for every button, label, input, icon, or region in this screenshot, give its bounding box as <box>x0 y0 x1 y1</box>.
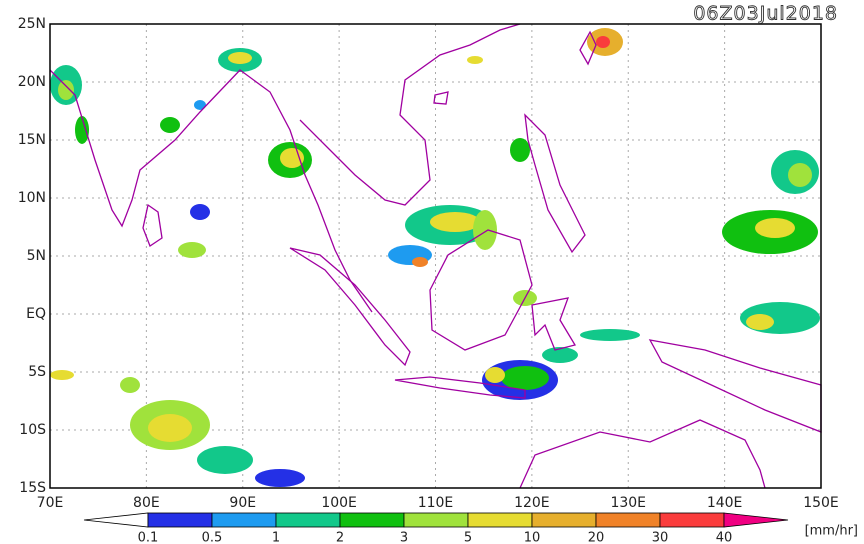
coast-taiwan <box>579 30 597 66</box>
lat-label: 15N <box>18 132 46 148</box>
colorbar-segment <box>211 512 277 528</box>
lat-label: 15S <box>19 480 46 496</box>
colorbar-segment <box>403 512 469 528</box>
colorbar-label: 3 <box>400 531 408 544</box>
colorbar-unit: [mm/hr] <box>805 524 858 539</box>
colorbar-segment <box>147 512 213 528</box>
lon-label: 70E <box>37 495 64 511</box>
colorbar-label: 40 <box>716 531 733 544</box>
coast-hainan <box>433 91 449 105</box>
coastlines <box>49 23 822 489</box>
coast-india-myanmar <box>49 69 373 313</box>
lon-label: 80E <box>133 495 160 511</box>
lat-label: 5S <box>28 364 46 380</box>
coast-sri-lanka <box>142 203 163 247</box>
lat-label: 25N <box>18 16 46 32</box>
coast-java <box>394 376 526 399</box>
lon-label: 150E <box>803 495 839 511</box>
colorbar-label: 30 <box>652 531 669 544</box>
lon-label: 140E <box>707 495 743 511</box>
colorbar-segment <box>339 512 405 528</box>
rain-indian-ocean-south <box>50 370 305 487</box>
lon-label: 130E <box>610 495 646 511</box>
rain-java-sea <box>482 290 640 400</box>
coast-sumatra <box>289 247 411 367</box>
coast-philippines <box>524 113 586 254</box>
lon-label: 90E <box>229 495 256 511</box>
rain-india-west <box>50 65 89 144</box>
coast-indochina <box>299 23 521 206</box>
coast-borneo <box>429 229 533 351</box>
colorbar-segment <box>595 512 661 528</box>
rain-pacific <box>722 150 820 334</box>
timestamp: 06Z03Jul2018 <box>693 3 838 25</box>
colorbar-label: 10 <box>524 531 541 544</box>
colorbar-label: 0.1 <box>138 531 159 544</box>
lat-label: 10S <box>19 422 46 438</box>
colorbar-segment <box>275 512 341 528</box>
colorbar-high-triangle <box>723 512 789 528</box>
colorbar-segment <box>659 512 725 528</box>
lat-label: EQ <box>26 306 46 322</box>
lat-label: 5N <box>27 248 46 264</box>
rain-taiwan-sea <box>467 28 623 64</box>
colorbar-label: 2 <box>336 531 344 544</box>
coast-sulawesi <box>531 297 577 351</box>
rain-himalaya <box>160 48 262 133</box>
map-frame <box>49 23 822 489</box>
lon-label: 120E <box>514 495 550 511</box>
rain-south-china-sea <box>388 138 530 267</box>
lon-label: 100E <box>321 495 357 511</box>
grid <box>50 24 821 488</box>
lat-label: 10N <box>18 190 46 206</box>
colorbar-label: 5 <box>464 531 472 544</box>
colorbar-label: 20 <box>588 531 605 544</box>
colorbar-segment <box>467 512 533 528</box>
coast-australia <box>519 419 766 489</box>
lon-label: 110E <box>418 495 454 511</box>
lat-label: 20N <box>18 74 46 90</box>
rain-areas <box>50 28 820 487</box>
colorbar: 0.1 0.5 1 2 3 5 10 20 30 40 [mm/hr] <box>83 512 858 544</box>
colorbar-segment <box>531 512 597 528</box>
colorbar-label: 0.5 <box>202 531 223 544</box>
colorbar-label: 1 <box>272 531 280 544</box>
